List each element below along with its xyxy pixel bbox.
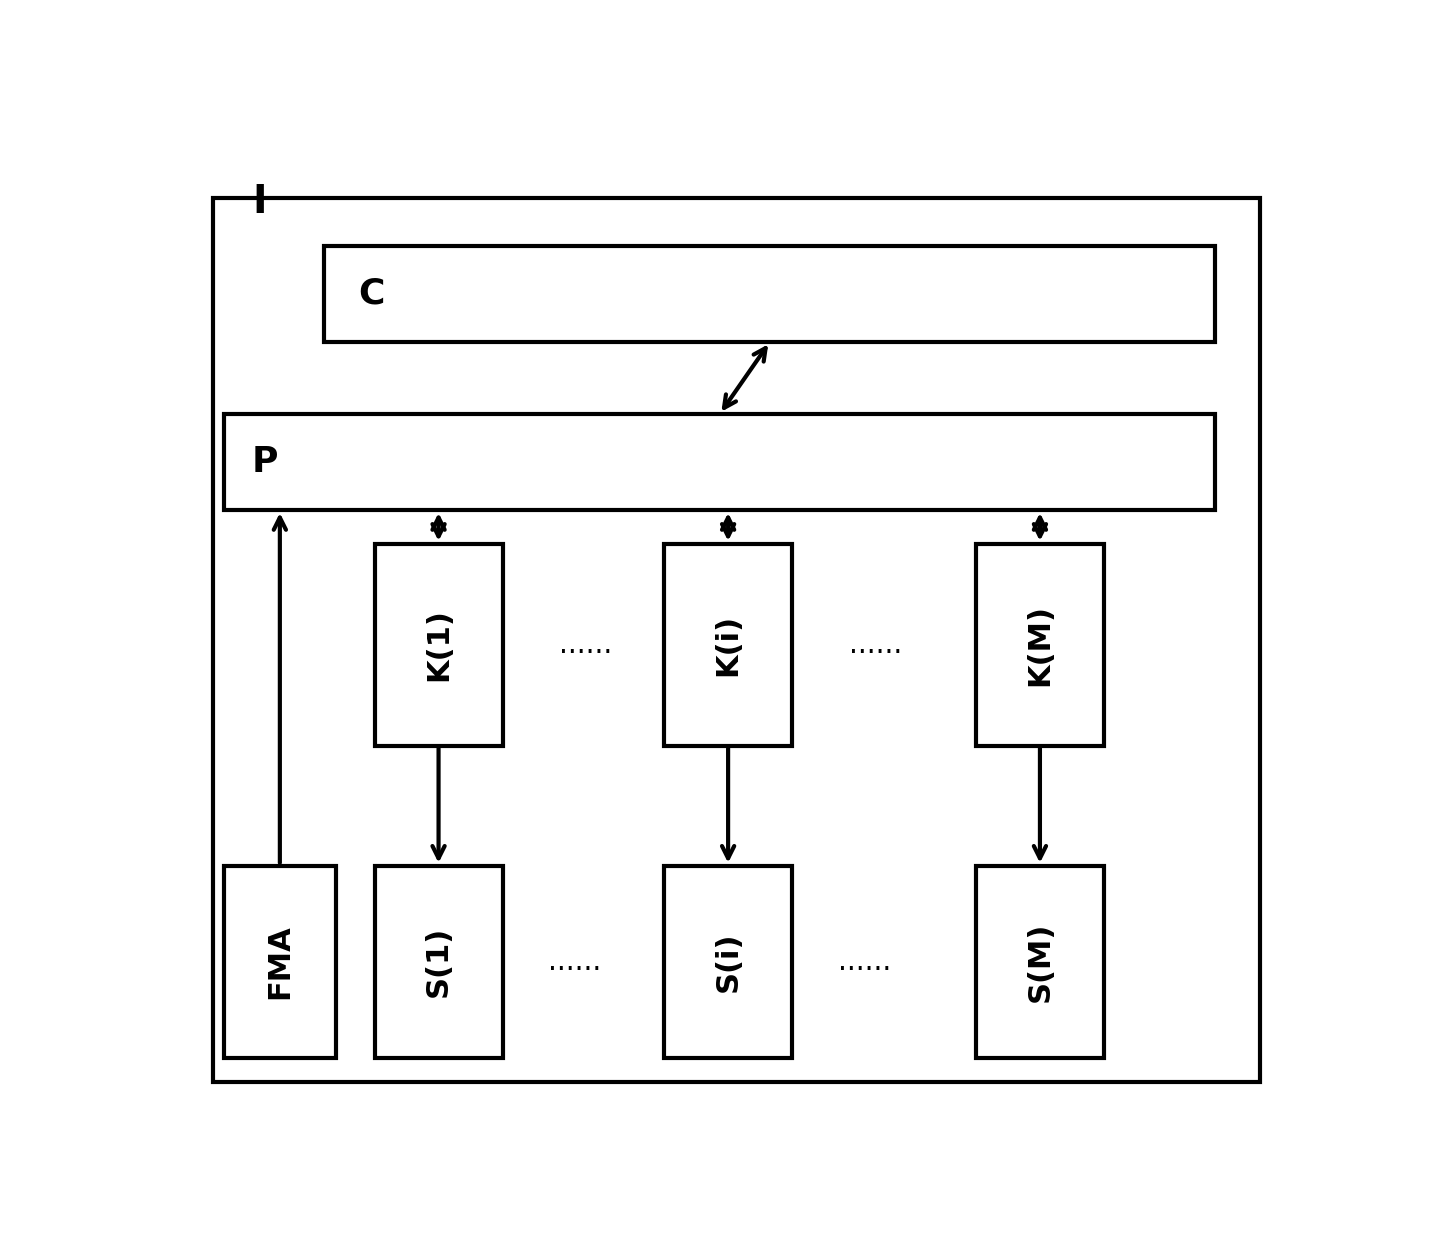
Text: FMA: FMA: [266, 925, 295, 1000]
Text: C: C: [358, 277, 384, 311]
FancyBboxPatch shape: [213, 197, 1260, 1082]
FancyBboxPatch shape: [375, 544, 503, 745]
Text: I: I: [251, 183, 266, 221]
Text: S(i): S(i): [714, 931, 743, 992]
Text: K(i): K(i): [714, 614, 743, 675]
FancyBboxPatch shape: [325, 246, 1216, 342]
FancyBboxPatch shape: [224, 866, 335, 1058]
Text: S(1): S(1): [424, 926, 453, 997]
Text: S(M): S(M): [1026, 921, 1055, 1002]
Text: ......: ......: [849, 630, 902, 659]
FancyBboxPatch shape: [664, 866, 792, 1058]
Text: ......: ......: [559, 630, 612, 659]
Text: K(1): K(1): [424, 608, 453, 681]
Text: ......: ......: [549, 947, 602, 976]
Text: K(M): K(M): [1026, 604, 1055, 685]
Text: ......: ......: [838, 947, 891, 976]
FancyBboxPatch shape: [664, 544, 792, 745]
FancyBboxPatch shape: [976, 544, 1104, 745]
Text: P: P: [251, 446, 279, 479]
FancyBboxPatch shape: [976, 866, 1104, 1058]
FancyBboxPatch shape: [375, 866, 503, 1058]
FancyBboxPatch shape: [224, 414, 1216, 510]
